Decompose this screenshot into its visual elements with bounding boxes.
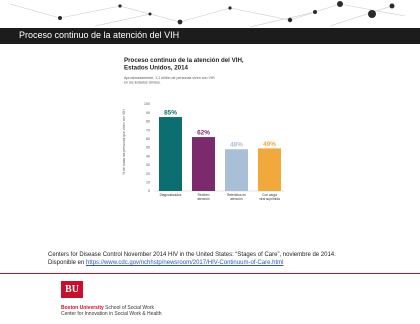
footer-divider bbox=[0, 273, 420, 274]
y-tick-label-0: 0 bbox=[148, 189, 150, 193]
y-tick-label-9: 90 bbox=[146, 111, 150, 115]
source-prefix: Disponible en bbox=[48, 260, 87, 266]
x-tick-label-2: Retenidos en atención bbox=[227, 193, 246, 201]
center-name: Center for Innovation in Social Work & H… bbox=[61, 311, 162, 317]
hiv-care-continuum-chart: Proceso continuo de la atención del VIH,… bbox=[122, 57, 284, 201]
y-tick-label-10: 100 bbox=[144, 102, 150, 106]
y-axis-label: % de todas las personas que viven con VI… bbox=[122, 109, 126, 175]
x-tick-label-0: Diagnosticados bbox=[160, 193, 182, 197]
y-tick-label-6: 60 bbox=[146, 137, 150, 141]
data-label-0: 85% bbox=[164, 110, 177, 117]
bu-logo-text: BU bbox=[65, 284, 79, 295]
bar-0 bbox=[159, 117, 182, 191]
y-tick-label-2: 20 bbox=[146, 172, 150, 176]
decorative-network-banner bbox=[0, 0, 420, 32]
bu-logo: BU bbox=[61, 281, 83, 298]
chart-title: Proceso continuo de la atención del VIH,… bbox=[124, 57, 245, 72]
y-tick-label-4: 40 bbox=[146, 154, 150, 158]
y-tick-label-5: 50 bbox=[146, 146, 150, 150]
slide-title-bar: Proceso continuo de la atención del VIH bbox=[0, 28, 420, 44]
source-link[interactable]: https://www.cdc.gov/nchhstp/newsroom/201… bbox=[86, 260, 284, 266]
university-name: Boston University bbox=[61, 305, 104, 311]
y-tick-label-8: 80 bbox=[146, 120, 150, 124]
y-tick-label-3: 30 bbox=[146, 163, 150, 167]
data-label-1: 62% bbox=[197, 130, 210, 137]
data-label-2: 48% bbox=[230, 142, 243, 149]
y-tick-label-1: 10 bbox=[146, 181, 150, 185]
x-tick-label-1: Reciben atención bbox=[197, 193, 209, 201]
network-graphic bbox=[9, 1, 406, 28]
school-name: Boston University School of Social Work … bbox=[61, 305, 162, 317]
source-text: Centers for Disease Control November 201… bbox=[48, 252, 336, 258]
data-label-3: 49% bbox=[263, 141, 276, 148]
source-citation: Centers for Disease Control November 201… bbox=[48, 251, 388, 267]
slide-title: Proceso continuo de la atención del VIH bbox=[19, 30, 180, 40]
bar-1 bbox=[192, 137, 215, 191]
school-label: School of Social Work bbox=[103, 305, 155, 311]
bar-2 bbox=[225, 149, 248, 191]
chart-subtitle: Aproximadamente, 1,1 millón de personas … bbox=[124, 76, 216, 85]
bar-3 bbox=[258, 148, 281, 191]
x-tick-label-3: Con carga viral suprimida bbox=[259, 193, 280, 201]
y-tick-label-7: 70 bbox=[146, 128, 150, 132]
